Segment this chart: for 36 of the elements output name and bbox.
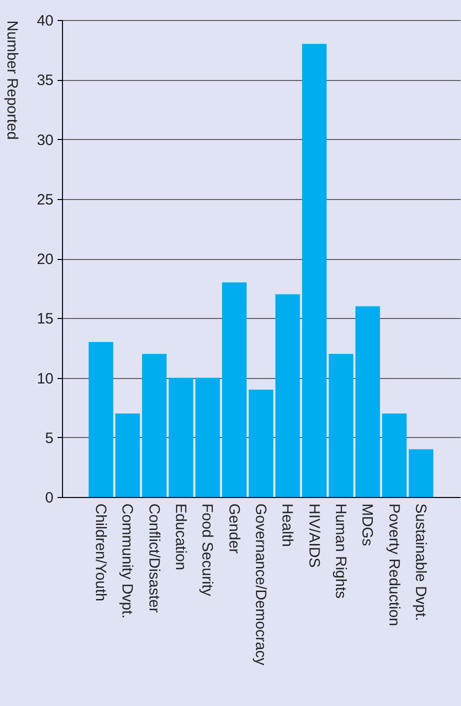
x-tick-label: Children/Youth bbox=[92, 504, 109, 602]
y-tick-label: 40 bbox=[36, 12, 54, 30]
bar bbox=[222, 282, 247, 497]
x-tick-label: Community Dvpt. bbox=[118, 504, 136, 619]
x-tick-label: Poverty Reduction bbox=[385, 504, 402, 626]
y-tick-label: 0 bbox=[45, 490, 54, 506]
bar bbox=[328, 354, 354, 497]
y-tick-label: 10 bbox=[36, 370, 54, 388]
bar bbox=[302, 44, 327, 497]
bar bbox=[355, 306, 380, 497]
x-tick-label: MDGs bbox=[358, 504, 376, 546]
bar bbox=[115, 414, 140, 497]
x-tick-label: Education bbox=[172, 504, 189, 570]
x-tick-label: Food Security bbox=[198, 504, 216, 597]
bar bbox=[408, 449, 434, 497]
x-tick-label: Human Rights bbox=[332, 504, 350, 599]
x-tick-label: HIV/AIDS bbox=[305, 504, 322, 568]
x-tick-label: Sustainable Dvpt. bbox=[412, 504, 430, 622]
y-tick-label: 20 bbox=[36, 251, 54, 268]
y-tick-label: 35 bbox=[36, 72, 54, 90]
bar bbox=[88, 342, 114, 497]
y-tick-label: 30 bbox=[36, 132, 54, 149]
bar bbox=[168, 378, 194, 497]
y-tick-label: 25 bbox=[36, 191, 54, 208]
bar bbox=[275, 294, 300, 497]
bar bbox=[142, 354, 167, 497]
bar bbox=[248, 390, 274, 497]
y-axis-title: Number Reported bbox=[4, 20, 20, 140]
x-tick-label: Health bbox=[278, 504, 296, 547]
y-tick-label: 5 bbox=[45, 430, 54, 447]
y-tick-label: 15 bbox=[36, 310, 54, 328]
bar bbox=[382, 414, 407, 497]
bar bbox=[195, 378, 220, 497]
x-tick-label: Governance/Democracy bbox=[252, 504, 269, 666]
x-tick-label: Gender bbox=[225, 504, 242, 554]
x-tick-label: Conflict/Disaster bbox=[145, 504, 162, 613]
